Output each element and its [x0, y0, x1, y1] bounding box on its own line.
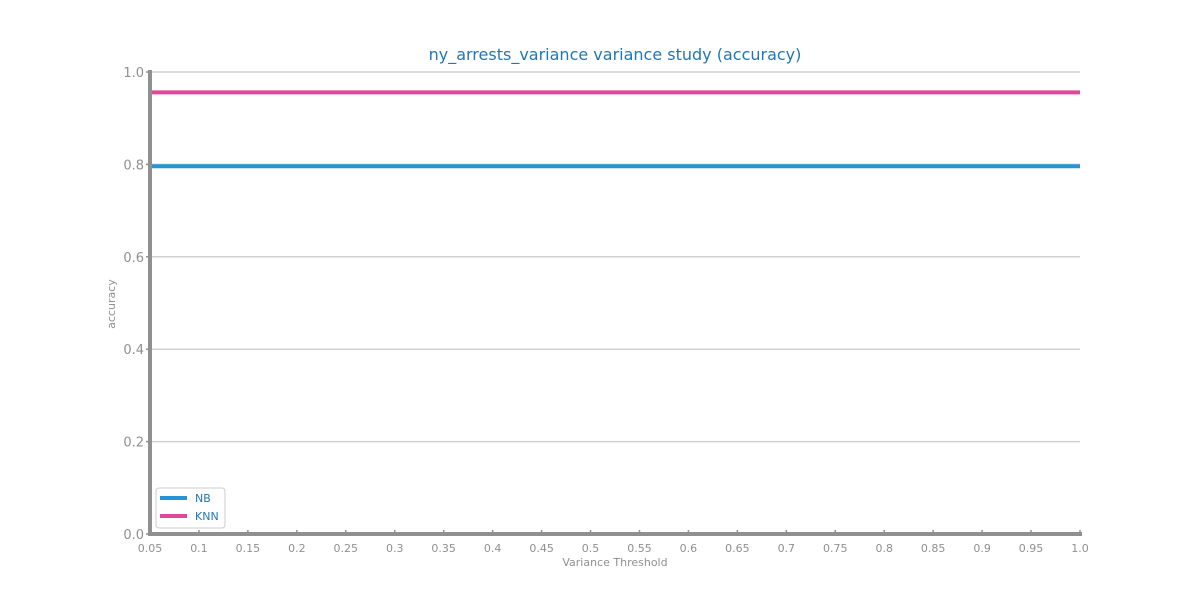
x-tick-label: 0.9 [973, 542, 991, 555]
x-tick-label: 0.7 [778, 542, 796, 555]
legend-label-nb: NB [195, 492, 211, 505]
y-axis-label: accuracy [105, 279, 118, 329]
x-tick-label: 0.05 [138, 542, 163, 555]
chart-title: ny_arrests_variance variance study (accu… [429, 45, 802, 65]
grid-lines [150, 71, 1080, 443]
y-tick-label: 0.4 [123, 343, 144, 358]
x-axis-label: Variance Threshold [562, 556, 667, 569]
y-tick-label: 0.6 [123, 251, 144, 266]
x-tick-label: 0.6 [680, 542, 698, 555]
x-tick-label: 0.3 [386, 542, 404, 555]
y-axis-ticks: 0.0 0.2 0.4 0.6 0.8 1.0 [123, 66, 150, 543]
x-tick-label: 0.8 [875, 542, 893, 555]
x-tick-label: 0.1 [190, 542, 208, 555]
y-tick-label: 0.0 [123, 528, 144, 543]
x-tick-label: 0.95 [1019, 542, 1044, 555]
x-tick-label: 0.25 [334, 542, 359, 555]
x-tick-label: 1.0 [1071, 542, 1089, 555]
x-tick-label: 0.75 [823, 542, 848, 555]
x-tick-label: 0.55 [627, 542, 652, 555]
y-tick-label: 0.8 [123, 158, 144, 173]
x-tick-label: 0.35 [431, 542, 456, 555]
x-tick-label: 0.5 [582, 542, 600, 555]
x-tick-label: 0.15 [236, 542, 261, 555]
x-tick-label: 0.45 [529, 542, 554, 555]
x-tick-label: 0.85 [921, 542, 946, 555]
legend-label-knn: KNN [195, 510, 219, 523]
legend: NB KNN [155, 487, 226, 529]
x-tick-label: 0.2 [288, 542, 306, 555]
axes [148, 70, 1082, 536]
x-axis-ticks: 0.05 0.1 0.15 0.2 0.25 0.3 0.35 0.4 0.45 0.5 0.55 0… [138, 530, 1089, 555]
x-tick-label: 0.65 [725, 542, 750, 555]
x-tick-label: 0.4 [484, 542, 502, 555]
y-tick-label: 1.0 [123, 66, 144, 81]
y-tick-label: 0.2 [123, 436, 144, 451]
series-layer [150, 90, 1080, 169]
